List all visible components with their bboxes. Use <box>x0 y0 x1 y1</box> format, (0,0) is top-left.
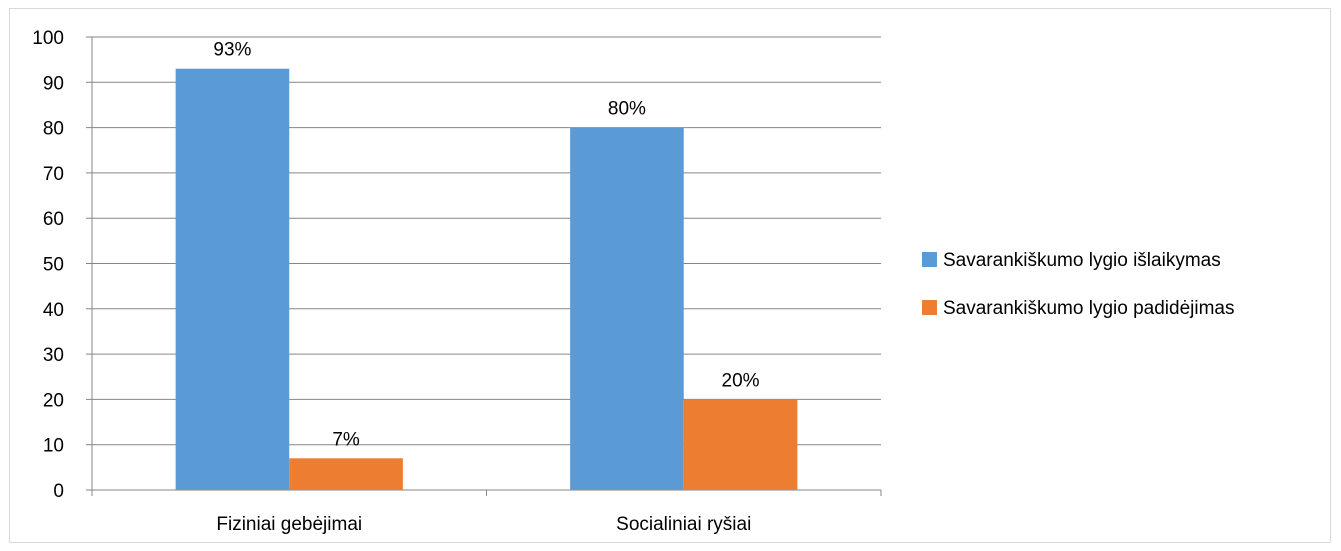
bar <box>289 458 403 490</box>
legend-entry: Savarankiškumo lygio padidėjimas <box>943 298 1234 319</box>
bar <box>570 127 684 490</box>
y-tick-label: 0 <box>53 481 64 502</box>
y-tick-label: 60 <box>43 209 64 230</box>
y-tick-label: 90 <box>43 73 64 94</box>
x-category-label: Socialiniai ryšiai <box>616 514 751 535</box>
bar <box>175 68 290 491</box>
data-labels: 93% 7% 80% 20% <box>213 40 759 451</box>
y-tick-label: 70 <box>43 164 64 185</box>
legend: Savarankiškumo lygio išlaikymas Savaranki… <box>922 250 1234 319</box>
data-label: 7% <box>332 429 360 450</box>
y-tick-label: 20 <box>43 390 64 411</box>
category-labels: Fiziniai gebėjimai Socialiniai ryšiai <box>216 514 751 535</box>
y-tick-label: 100 <box>32 28 64 49</box>
bars <box>175 68 798 491</box>
bar <box>683 399 798 490</box>
y-tick-label: 50 <box>43 255 64 276</box>
y-tick-label: 40 <box>43 300 64 321</box>
y-tick-label: 80 <box>43 119 64 140</box>
data-label: 20% <box>722 370 760 391</box>
y-tick-labels: 0 10 20 30 40 50 60 70 80 90 100 <box>32 28 64 502</box>
y-tick-label: 10 <box>43 436 64 457</box>
y-tick-label: 30 <box>43 345 64 366</box>
legend-entry: Savarankiškumo lygio išlaikymas <box>943 250 1221 271</box>
legend-swatch <box>922 252 937 267</box>
legend-swatch <box>922 300 937 315</box>
data-label: 80% <box>608 99 646 120</box>
x-category-label: Fiziniai gebėjimai <box>216 514 362 535</box>
data-label: 93% <box>213 40 251 61</box>
